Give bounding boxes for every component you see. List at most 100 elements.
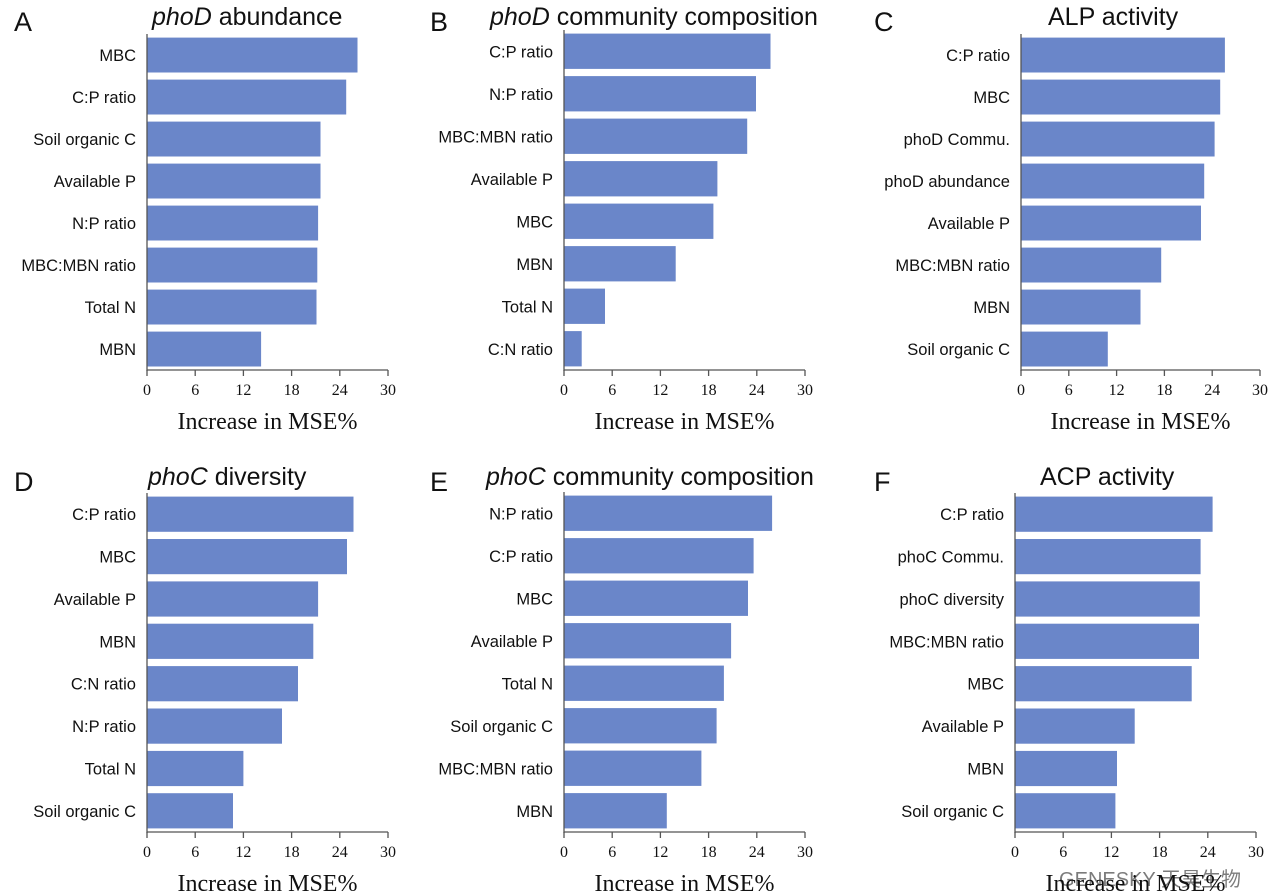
panel-c-bar: [1021, 121, 1215, 157]
panel-f-category-label: phoC diversity: [899, 591, 1004, 609]
panel-b-category-label: C:P ratio: [489, 43, 553, 61]
panel-e-category-label: Total N: [502, 675, 553, 693]
panel-b-bar: [564, 161, 718, 197]
panel-f-letter: F: [874, 467, 891, 497]
panel-b-bar: [564, 203, 714, 239]
panel-b-category-label: Available P: [471, 171, 553, 189]
panel-f-title: ACP activity: [1040, 463, 1175, 491]
panel-d-bar: [147, 793, 233, 829]
panel-f-category-label: MBC:MBN ratio: [889, 633, 1004, 651]
panel-c-letter: C: [874, 7, 894, 37]
panel-e-bar: [564, 708, 717, 744]
panel-e-category-label: Soil organic C: [450, 718, 553, 736]
panel-d-x-axis-label: Increase in MSE%: [178, 871, 358, 896]
panel-b-tick-label: 0: [560, 382, 568, 399]
panel-f-bar: [1015, 496, 1213, 532]
panel-b-title: phoD community composition: [489, 3, 818, 31]
panel-a-bar: [147, 247, 318, 283]
panel-e-bar: [564, 495, 773, 531]
panel-d-category-label: C:N ratio: [71, 676, 136, 694]
panel-b-tick-label: 18: [701, 382, 717, 399]
panel-f-x-axis-label: Increase in MSE%: [1046, 871, 1226, 896]
panel-c-category-label: C:P ratio: [946, 47, 1010, 65]
panel-b-bar: [564, 246, 676, 282]
panel-b-bar: [564, 288, 605, 324]
panel-e-bar: [564, 750, 702, 786]
panel-b-category-label: Total N: [502, 298, 553, 316]
panel-e-tick-label: 18: [701, 844, 717, 861]
panel-b-bar: [564, 331, 582, 367]
panel-e-bar: [564, 538, 754, 574]
panel-c-tick-label: 18: [1156, 382, 1172, 399]
panel-e-title: phoC community composition: [485, 463, 814, 491]
panel-a-category-label: Soil organic C: [33, 131, 136, 149]
panel-d-letter: D: [14, 467, 34, 497]
panel-e-tick-label: 6: [608, 844, 616, 861]
panel-a-category-label: Total N: [85, 299, 136, 317]
panel-a-bar: [147, 331, 262, 367]
panel-e-tick-label: 24: [749, 844, 765, 861]
panel-d-tick-label: 0: [143, 844, 151, 861]
panel-d-title: phoC diversity: [147, 463, 307, 491]
panel-f-category-label: Soil organic C: [901, 803, 1004, 821]
panel-f-bar: [1015, 623, 1199, 659]
panel-f-bar: [1015, 666, 1192, 702]
panel-a-bar: [147, 163, 321, 199]
panel-f-bar: [1015, 539, 1201, 575]
panel-a-category-label: MBN: [99, 341, 136, 359]
panel-d-bar: [147, 496, 354, 532]
panel-e-category-label: MBN: [516, 803, 553, 821]
panel-a-category-label: N:P ratio: [72, 215, 136, 233]
panel-f-tick-label: 12: [1103, 844, 1119, 861]
panel-f-tick-label: 18: [1152, 844, 1168, 861]
panel-e-category-label: Available P: [471, 633, 553, 651]
panel-a-tick-label: 18: [284, 382, 300, 399]
panel-a-x-axis-label: Increase in MSE%: [178, 409, 358, 435]
panel-e-tick-label: 12: [652, 844, 668, 861]
panel-c-category-label: Soil organic C: [907, 341, 1010, 359]
panel-e-bar: [564, 665, 724, 701]
panel-a-tick-label: 30: [380, 382, 396, 399]
panel-a-bar: [147, 37, 358, 73]
panel-e-x-axis-label: Increase in MSE%: [595, 871, 775, 896]
panel-b-tick-label: 30: [797, 382, 813, 399]
panel-a-letter: A: [14, 7, 32, 37]
panel-b-tick-label: 24: [749, 382, 765, 399]
panel-a-tick-label: 24: [332, 382, 348, 399]
panel-c-bar: [1021, 205, 1201, 241]
panel-b-tick-label: 6: [608, 382, 616, 399]
panel-c-category-label: MBC: [973, 89, 1010, 107]
panel-b-bar: [564, 118, 748, 154]
panel-b-letter: B: [430, 7, 448, 37]
panel-b-x-axis-label: Increase in MSE%: [595, 409, 775, 435]
panel-f-tick-label: 6: [1059, 844, 1067, 861]
panel-f-tick-label: 0: [1011, 844, 1019, 861]
panel-e-letter: E: [430, 467, 448, 497]
panel-c-bar: [1021, 331, 1108, 367]
panel-c-bar: [1021, 37, 1225, 73]
panel-d-category-label: Soil organic C: [33, 803, 136, 821]
panel-b-bar: [564, 33, 771, 69]
panel-e-bar: [564, 580, 748, 616]
panel-e-category-label: MBC: [516, 590, 553, 608]
panel-d-tick-label: 6: [191, 844, 199, 861]
panel-e-tick-label: 0: [560, 844, 568, 861]
panel-c-bar: [1021, 79, 1221, 115]
panel-a-title: phoD abundance: [151, 3, 342, 31]
panel-f-category-label: MBC: [967, 676, 1004, 694]
panel-d-category-label: C:P ratio: [72, 506, 136, 524]
panel-f-category-label: C:P ratio: [940, 506, 1004, 524]
panel-c-bar: [1021, 163, 1205, 199]
panel-d-bar: [147, 539, 347, 575]
panel-d-category-label: MBN: [99, 633, 136, 651]
panel-e-tick-label: 30: [797, 844, 813, 861]
panel-b-category-label: MBN: [516, 256, 553, 274]
panel-c-category-label: phoD Commu.: [904, 131, 1010, 149]
panel-d-bar: [147, 708, 282, 744]
panel-c-tick-label: 30: [1252, 382, 1268, 399]
panel-a-bar: [147, 205, 319, 241]
panel-a-tick-label: 0: [143, 382, 151, 399]
panel-d-tick-label: 18: [284, 844, 300, 861]
panel-e-bar: [564, 793, 667, 829]
panel-c-bar: [1021, 289, 1141, 325]
